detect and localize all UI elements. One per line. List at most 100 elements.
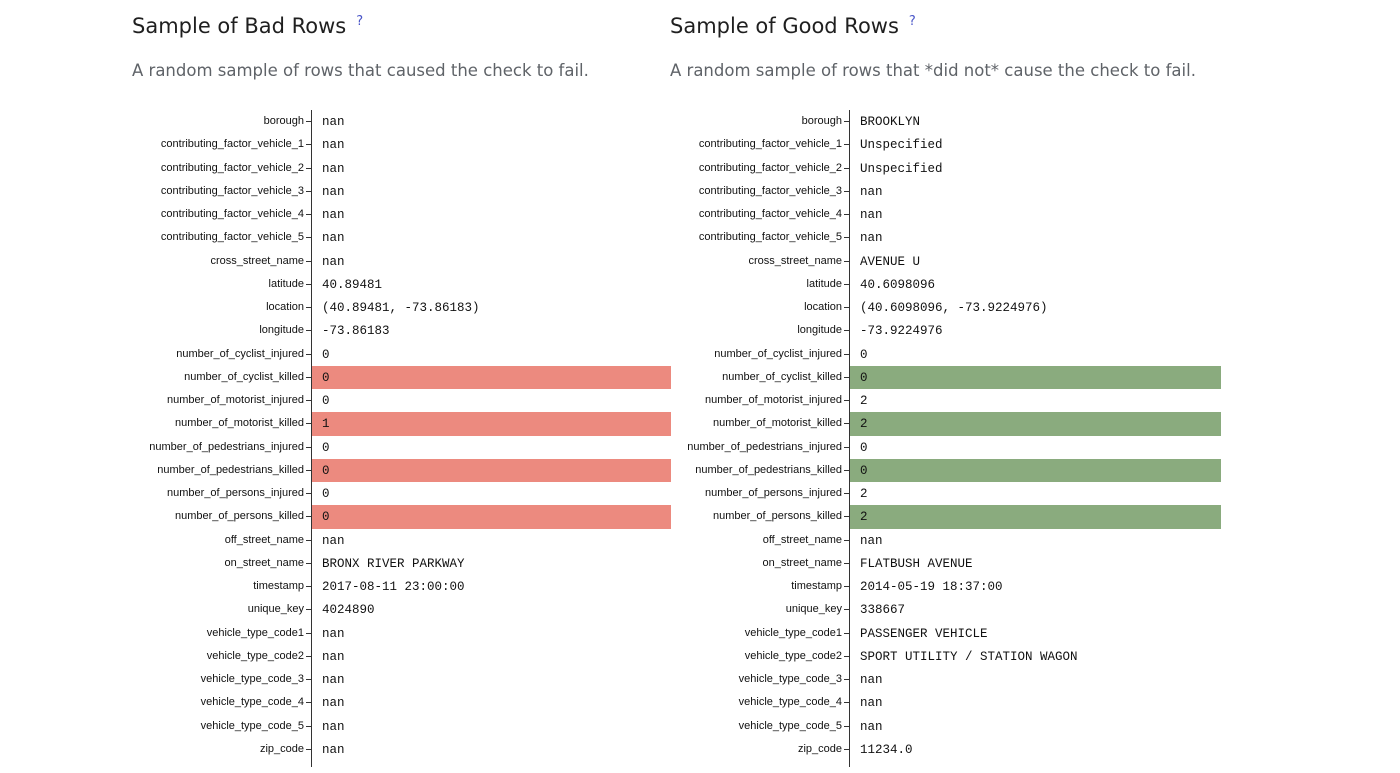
- field-label: number_of_cyclist_injured: [176, 347, 304, 360]
- field-value: 0: [322, 463, 330, 478]
- table-row: contributing_factor_vehicle_2 nan: [0, 157, 670, 180]
- axis-tick: [844, 423, 849, 425]
- table-row: vehicle_type_code_4 nan: [0, 691, 1220, 714]
- field-value: nan: [860, 208, 883, 222]
- table-row: number_of_motorist_killed 1: [0, 412, 671, 436]
- axis-tick: [844, 748, 849, 750]
- field-label: off_street_name: [762, 533, 842, 546]
- field-label: vehicle_type_code1: [206, 626, 304, 639]
- good-highlight-bar: [850, 365, 1221, 389]
- field-value: 0: [322, 347, 330, 362]
- good-highlight-bar: [850, 412, 1221, 436]
- field-label: number_of_persons_killed: [174, 510, 304, 523]
- field-label: longitude: [797, 324, 842, 337]
- axis-tick: [306, 330, 311, 332]
- field-value: nan: [322, 673, 345, 687]
- table-row: contributing_factor_vehicle_5 nan: [0, 226, 1220, 249]
- axis-tick: [306, 632, 311, 634]
- field-label: on_street_name: [762, 556, 843, 569]
- axis-tick: [306, 121, 311, 122]
- field-value: AVENUE U: [860, 254, 921, 269]
- field-label: number_of_persons_injured: [167, 487, 304, 499]
- field-label: contributing_factor_vehicle_1: [698, 138, 842, 151]
- table-row: vehicle_type_code_5 nan: [0, 715, 1220, 738]
- bad-rows-title-text: Sample of Bad Rows: [132, 14, 347, 38]
- table-row: number_of_persons_injured 0: [0, 482, 670, 505]
- table-row: number_of_cyclist_killed 0: [0, 365, 1221, 389]
- table-row: unique_key 4024890: [0, 598, 670, 621]
- field-label: contributing_factor_vehicle_5: [160, 231, 304, 244]
- axis-tick: [306, 237, 311, 239]
- field-label: longitude: [259, 324, 304, 337]
- field-label: vehicle_type_code1: [744, 626, 842, 639]
- field-label: vehicle_type_code_5: [200, 719, 304, 732]
- field-label: location: [804, 301, 842, 313]
- table-row: timestamp 2017-08-11 23:00:00: [0, 575, 670, 598]
- table-row: cross_street_name nan: [0, 250, 670, 273]
- field-label: contributing_factor_vehicle_5: [698, 231, 842, 244]
- field-value: BRONX RIVER PARKWAY: [322, 556, 465, 571]
- field-label: borough: [801, 115, 842, 127]
- table-row: cross_street_name AVENUE U: [0, 250, 1220, 273]
- axis-tick: [306, 748, 311, 750]
- axis-tick: [844, 539, 849, 541]
- axis-tick: [306, 423, 311, 425]
- field-value: 2: [860, 487, 868, 501]
- field-value: nan: [860, 184, 883, 199]
- axis-tick: [844, 376, 849, 378]
- good-highlight-bar: [850, 458, 1221, 482]
- axis-line: [849, 110, 850, 767]
- field-label: number_of_cyclist_killed: [722, 370, 842, 383]
- help-icon[interactable]: ?: [908, 14, 916, 29]
- table-row: vehicle_type_code_4 nan: [0, 691, 670, 714]
- field-label: number_of_pedestrians_killed: [157, 463, 304, 476]
- field-value: 0: [322, 487, 330, 501]
- axis-tick: [844, 679, 849, 680]
- table-row: contributing_factor_vehicle_1 nan: [0, 133, 670, 156]
- table-row: borough BROOKLYN: [0, 110, 1220, 133]
- bad-highlight-bar: [312, 505, 671, 529]
- field-value: nan: [322, 696, 345, 711]
- table-row: location (40.89481, -73.86183): [0, 296, 670, 319]
- axis-tick: [844, 121, 849, 122]
- table-row: latitude 40.89481: [0, 273, 670, 296]
- axis-tick: [844, 562, 849, 564]
- axis-tick: [306, 679, 311, 680]
- field-value: nan: [860, 719, 883, 734]
- field-value: 0: [860, 347, 868, 362]
- axis-tick: [844, 190, 849, 192]
- table-row: number_of_pedestrians_killed 0: [0, 458, 1221, 482]
- field-value: Unspecified: [860, 138, 943, 153]
- table-row: on_street_name BRONX RIVER PARKWAY: [0, 552, 670, 575]
- good-highlight-bar: [850, 505, 1221, 529]
- field-value: 11234.0: [860, 742, 913, 757]
- field-value: 0: [322, 394, 330, 408]
- field-label: cross_street_name: [210, 254, 304, 267]
- table-row: longitude -73.9224976: [0, 319, 1220, 342]
- bad-highlight-bar: [312, 412, 671, 436]
- table-row: vehicle_type_code1 PASSENGER VEHICLE: [0, 622, 1220, 645]
- field-value: 40.89481: [322, 277, 383, 292]
- field-label: number_of_cyclist_injured: [714, 347, 842, 360]
- table-row: contributing_factor_vehicle_4 nan: [0, 203, 670, 226]
- field-value: BROOKLYN: [860, 115, 921, 129]
- table-row: vehicle_type_code2 SPORT UTILITY / STATIO…: [0, 645, 1220, 668]
- axis-tick: [306, 260, 311, 262]
- table-row: contributing_factor_vehicle_3 nan: [0, 180, 1220, 203]
- bad-rows-title: Sample of Bad Rows?: [132, 14, 363, 38]
- table-row: number_of_persons_killed 0: [0, 505, 671, 529]
- table-row: number_of_pedestrians_killed 0: [0, 458, 671, 482]
- field-label: latitude: [806, 277, 842, 290]
- field-value: 2: [860, 394, 868, 408]
- field-label: contributing_factor_vehicle_2: [698, 161, 842, 174]
- field-label: vehicle_type_code_3: [200, 673, 304, 685]
- help-icon[interactable]: ?: [356, 14, 364, 29]
- field-value: nan: [322, 208, 345, 222]
- axis-tick: [306, 214, 311, 215]
- axis-tick: [844, 214, 849, 215]
- field-label: timestamp: [791, 580, 842, 592]
- field-label: vehicle_type_code_4: [200, 696, 304, 709]
- field-value: 0: [860, 370, 868, 385]
- table-row: unique_key 338667: [0, 598, 1220, 621]
- axis-tick: [306, 376, 311, 378]
